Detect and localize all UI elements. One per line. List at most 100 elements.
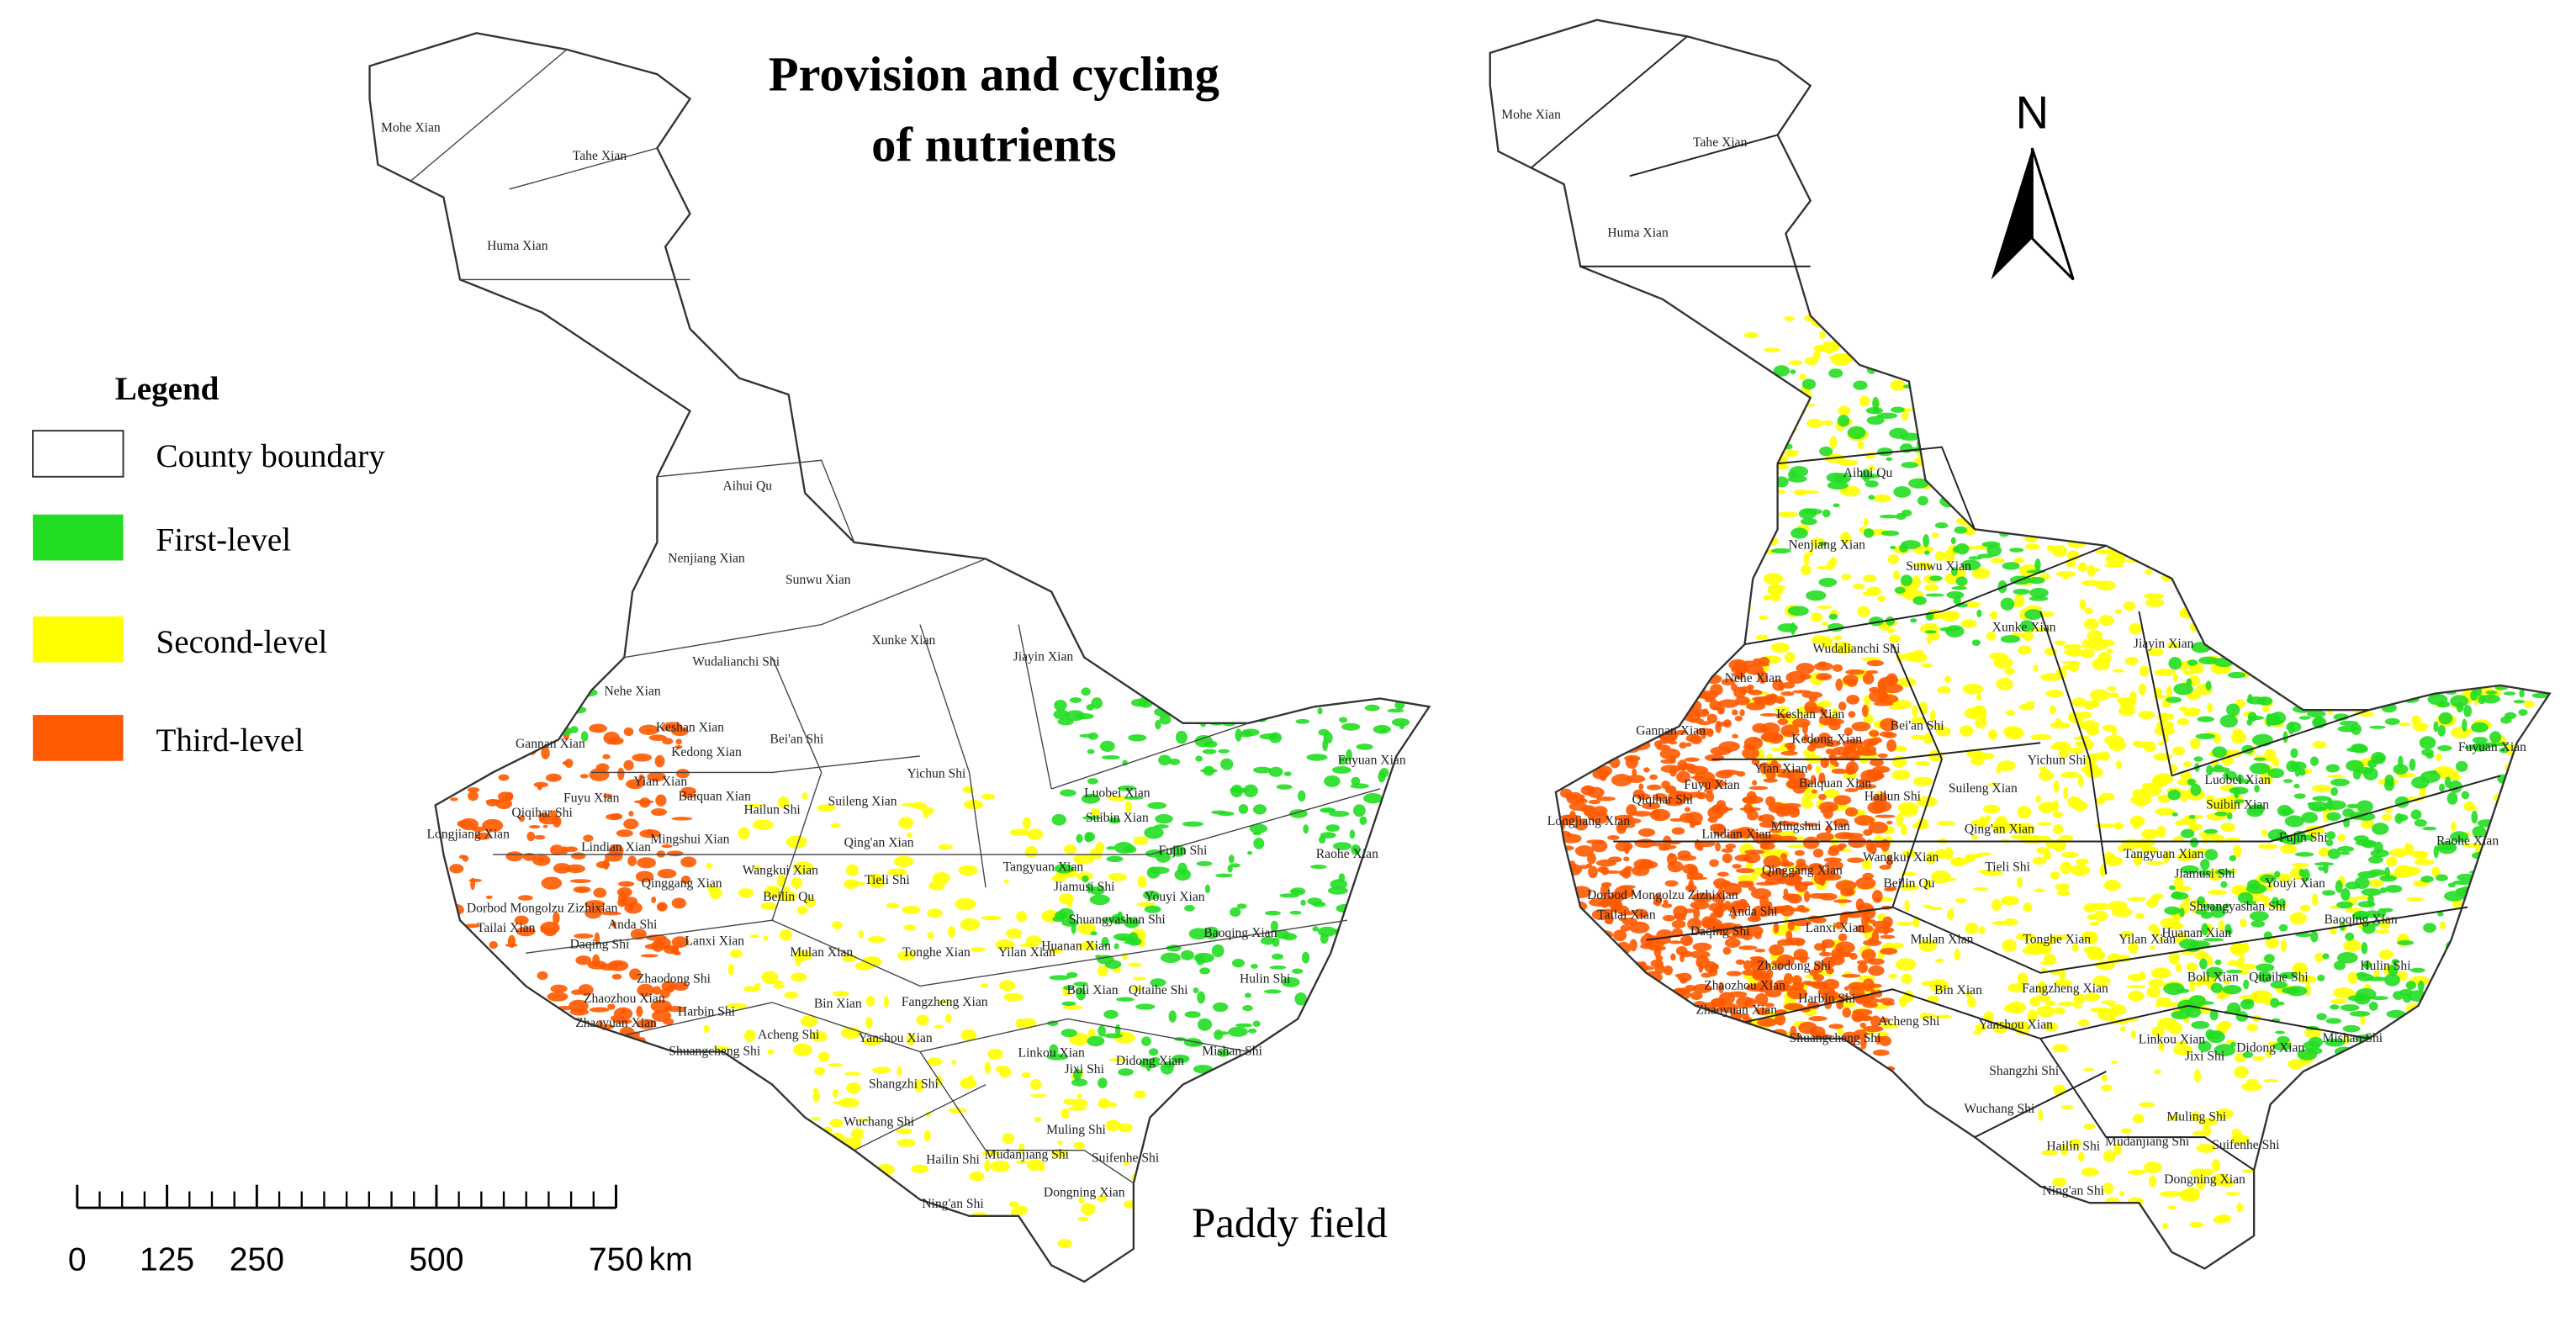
- land-patch: [829, 1119, 844, 1128]
- land-patch: [1638, 716, 1649, 721]
- land-patch: [467, 786, 480, 793]
- land-patch: [589, 1007, 610, 1013]
- county-label: Nehe Xian: [1725, 671, 1781, 685]
- land-patch: [1118, 1068, 1134, 1077]
- land-patch: [1902, 384, 1914, 389]
- land-patch: [507, 934, 516, 948]
- land-patch: [960, 1077, 977, 1089]
- land-patch: [2100, 1084, 2113, 1092]
- land-patch: [2531, 675, 2550, 687]
- land-patch: [1021, 1018, 1037, 1029]
- land-patch: [1648, 1064, 1661, 1070]
- land-patch: [2002, 918, 2018, 927]
- land-patch: [1147, 802, 1167, 809]
- land-patch: [1279, 893, 1299, 898]
- land-patch: [1811, 917, 1827, 924]
- land-patch: [951, 1060, 957, 1065]
- land-patch: [1801, 378, 1817, 390]
- land-patch: [2515, 1133, 2520, 1137]
- land-patch: [980, 983, 989, 988]
- scale-bar: 0 125 250 500 750 km: [68, 1184, 693, 1278]
- land-patch: [1197, 1018, 1213, 1031]
- land-patch: [2417, 980, 2425, 992]
- land-patch: [2214, 1044, 2236, 1056]
- county-label: Beilin Qu: [1883, 876, 1934, 891]
- land-patch: [617, 881, 635, 887]
- land-patch: [1312, 901, 1326, 907]
- land-patch: [2381, 814, 2393, 822]
- land-patch: [2383, 1061, 2389, 1068]
- land-patch: [1335, 1073, 1341, 1081]
- land-patch: [958, 865, 978, 876]
- land-patch: [1108, 1058, 1128, 1062]
- land-patch: [2034, 501, 2044, 510]
- land-patch: [2520, 661, 2527, 665]
- land-patch: [796, 1225, 804, 1232]
- land-patch: [1801, 691, 1823, 699]
- land-patch: [1939, 378, 1960, 387]
- land-patch: [2261, 706, 2271, 712]
- land-patch: [1734, 715, 1743, 722]
- land-patch: [2397, 939, 2415, 946]
- land-patch: [2503, 944, 2523, 950]
- land-patch: [1743, 331, 1759, 339]
- land-patch: [1101, 754, 1120, 760]
- land-patch: [784, 992, 799, 999]
- land-patch: [1856, 904, 1862, 911]
- land-patch: [864, 1200, 880, 1212]
- land-patch: [1401, 986, 1420, 991]
- land-patch: [2343, 662, 2351, 667]
- land-patch: [498, 774, 510, 781]
- title-line: of nutrients: [871, 118, 1116, 172]
- land-patch: [1975, 326, 1986, 337]
- land-patch: [1081, 687, 1091, 696]
- land-patch: [2180, 580, 2193, 593]
- land-patch: [2523, 700, 2535, 709]
- land-patch: [1124, 796, 1144, 800]
- land-patch: [2436, 745, 2452, 751]
- land-patch: [2226, 313, 2246, 323]
- land-patch: [1785, 1076, 1796, 1087]
- land-patch: [2531, 692, 2550, 699]
- land-patch: [1761, 1078, 1769, 1087]
- land-patch: [599, 963, 618, 971]
- land-patch: [1862, 137, 1869, 146]
- land-patch: [635, 870, 654, 883]
- county-label: Yian Xian: [1754, 761, 1808, 775]
- land-patch: [1772, 405, 1792, 416]
- land-patch: [1988, 389, 2000, 396]
- land-patch: [2254, 784, 2260, 793]
- land-patch: [2024, 609, 2043, 621]
- land-patch: [1611, 1046, 1617, 1055]
- land-patch: [1548, 979, 1565, 987]
- land-patch: [533, 834, 546, 840]
- land-patch: [1623, 1040, 1637, 1045]
- land-patch: [1551, 1067, 1569, 1079]
- land-patch: [1899, 806, 1918, 817]
- land-patch: [1898, 996, 1908, 1008]
- land-patch: [1754, 662, 1769, 667]
- land-patch: [1071, 1078, 1088, 1087]
- land-patch: [2001, 505, 2010, 510]
- land-patch: [483, 1036, 498, 1047]
- land-patch: [1271, 953, 1283, 960]
- land-patch: [1312, 1022, 1324, 1029]
- land-patch: [856, 1118, 870, 1123]
- land-patch: [1687, 667, 1702, 672]
- county-label: Lindian Xian: [1701, 828, 1771, 842]
- land-patch: [984, 1160, 991, 1172]
- land-patch: [1564, 759, 1582, 768]
- land-patch: [1113, 933, 1134, 941]
- land-patch: [1302, 1052, 1312, 1057]
- land-patch: [1642, 681, 1653, 693]
- land-patch: [1860, 769, 1881, 783]
- land-patch: [1976, 694, 1982, 701]
- county-label: Tonghe Xian: [902, 945, 971, 960]
- land-patch: [573, 886, 591, 893]
- land-patch: [1668, 665, 1676, 673]
- land-patch: [1564, 918, 1579, 929]
- county-label: Tahe Xian: [1693, 135, 1748, 150]
- land-patch: [2004, 442, 2016, 452]
- county-label: Suibin Xian: [2206, 797, 2269, 812]
- land-patch: [1964, 707, 1985, 720]
